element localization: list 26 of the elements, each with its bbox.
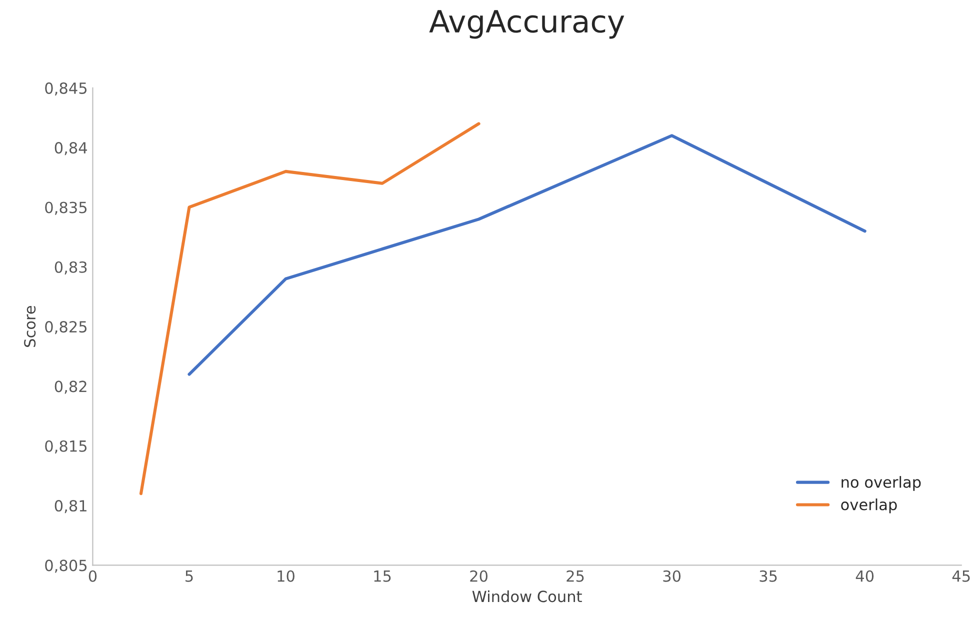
x-tick-label: 40 [856,570,874,582]
y-tick-label: 0,815 [45,440,87,454]
y-axis-title: Score [24,306,36,347]
y-tick-label: 0,83 [54,261,87,274]
x-tick-label: 15 [374,570,391,582]
legend-label: no overlap [842,476,921,491]
x-tick-label: 25 [566,570,584,582]
line-series [188,134,866,376]
y-tick-label: 0,805 [45,560,87,573]
y-tick-label: 0,845 [45,82,87,96]
y-tick-label: 0,82 [54,380,86,394]
y-tick-label: 0,84 [54,142,87,156]
y-tick-label: 0,81 [54,500,86,514]
x-tick-label: 35 [760,570,777,582]
x-tick-label: 0 [88,570,97,582]
x-axis-title: Window Count [472,590,582,602]
line-series [139,122,480,496]
x-tick-label: 10 [278,570,294,582]
y-tick-label: 0,825 [45,321,87,334]
x-tick-label: 20 [470,570,488,582]
x-tick-label: 45 [952,570,970,582]
y-tick-label: 0,835 [45,202,87,215]
x-tick-label: 5 [186,570,193,582]
x-tick-label: 30 [663,570,681,582]
legend-label: overlap [841,498,897,514]
chart-title: AvgAccuracy [429,10,624,39]
